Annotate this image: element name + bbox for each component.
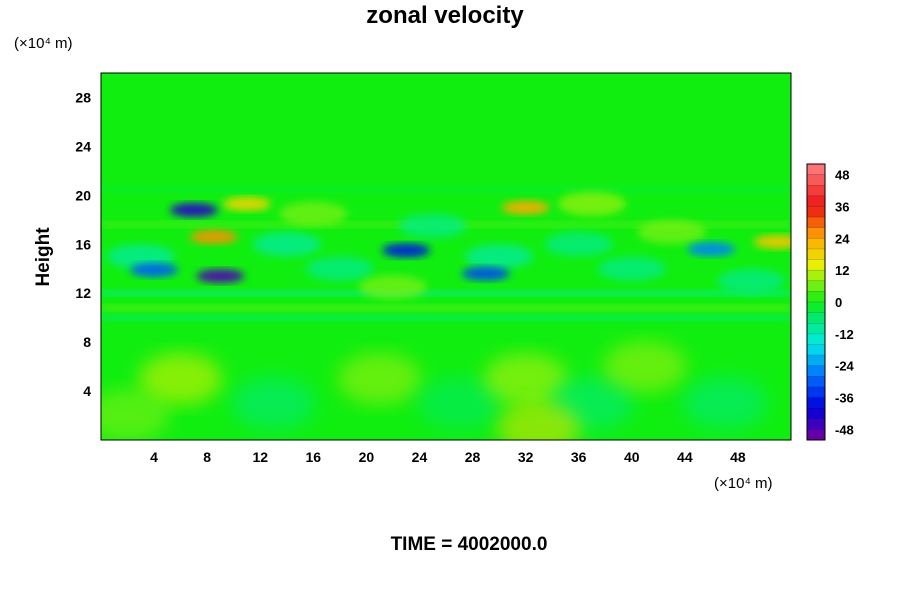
colorbar-segment [807, 248, 825, 261]
time-label: TIME = 4002000.0 [391, 534, 548, 555]
x-tick-label: 44 [677, 449, 693, 465]
colorbar-tick-label: -48 [835, 422, 854, 437]
y-tick-label: 28 [75, 89, 91, 105]
colorbar-tick-label: -12 [835, 327, 854, 342]
x-axis-ticks: 4 8 12 16 20 24 28 32 36 40 44 48 [150, 449, 746, 465]
colorbar-tick-label: 12 [835, 263, 849, 278]
colorbar-segment [807, 217, 825, 229]
velocity-feature [222, 196, 271, 211]
colorbar-segment [807, 376, 825, 388]
colorbar-segment [807, 429, 825, 441]
colorbar-segment [807, 312, 825, 324]
x-tick-label: 16 [306, 449, 322, 465]
y-tick-label: 12 [75, 285, 91, 301]
colorbar-segment [807, 238, 825, 250]
colorbar-segment [807, 195, 825, 207]
x-tick-label: 12 [252, 449, 268, 465]
velocity-feature [196, 269, 245, 284]
colorbar-tick-label: -24 [835, 359, 855, 374]
colorbar-segment [807, 302, 825, 314]
colorbar-segment [807, 408, 825, 420]
colorbar-segment [807, 323, 825, 335]
heatmap-field [101, 186, 791, 440]
y-unit-label: (×10⁴ m) [14, 35, 73, 52]
heatmap-plot-area [101, 73, 791, 440]
colorbar-segment [807, 164, 825, 176]
chart-title: zonal velocity [366, 2, 524, 29]
colorbar-segment [807, 397, 825, 409]
x-tick-label: 36 [571, 449, 587, 465]
colorbar-segment [807, 280, 825, 292]
colorbar-segment [807, 386, 825, 399]
colorbar-tick-label: 36 [835, 199, 849, 214]
y-axis-title: Height [33, 227, 54, 287]
colorbar-segment [807, 344, 825, 356]
colorbar-segment [807, 365, 825, 377]
colorbar-tick-label: 48 [835, 168, 849, 183]
x-tick-label: 24 [412, 449, 428, 465]
colorbar-segment [807, 185, 825, 197]
velocity-feature [189, 229, 238, 244]
colorbar-segment [807, 418, 825, 430]
velocity-feature [169, 203, 218, 218]
velocity-feature [382, 243, 431, 258]
y-axis-ticks: 4 8 12 16 20 24 28 [75, 89, 91, 399]
plot-frame [100, 72, 792, 441]
colorbar-frame [806, 163, 826, 441]
velocity-feature [753, 234, 791, 249]
x-tick-label: 4 [150, 449, 158, 465]
velocity-feature [461, 266, 510, 281]
velocity-feature [687, 242, 736, 257]
y-tick-label: 20 [75, 187, 91, 203]
y-tick-label: 16 [75, 236, 91, 252]
x-tick-label: 20 [359, 449, 375, 465]
colorbar-segment [807, 270, 825, 282]
colorbar-tick-label: -36 [835, 391, 854, 406]
colorbar-segment [807, 227, 825, 239]
x-tick-label: 40 [624, 449, 640, 465]
x-tick-label: 8 [203, 449, 211, 465]
colorbar: 48 36 24 12 0 -12 -24 -36 -48 [806, 163, 855, 441]
y-tick-label: 4 [83, 383, 91, 399]
colorbar-segment [807, 206, 825, 218]
velocity-feature [501, 200, 550, 215]
colorbar-segment [807, 259, 825, 271]
x-tick-label: 28 [465, 449, 481, 465]
colorbar-segment [807, 355, 825, 367]
colorbar-segment [807, 174, 825, 186]
colorbar-segment [807, 291, 825, 303]
colorbar-segment [807, 333, 825, 345]
velocity-feature [130, 262, 179, 277]
x-tick-label: 32 [518, 449, 534, 465]
y-tick-label: 24 [75, 138, 91, 154]
colorbar-tick-label: 0 [835, 295, 842, 310]
colorbar-tick-label: 24 [835, 231, 850, 246]
x-unit-label: (×10⁴ m) [714, 475, 773, 492]
x-tick-label: 48 [730, 449, 746, 465]
y-tick-label: 8 [83, 334, 91, 350]
